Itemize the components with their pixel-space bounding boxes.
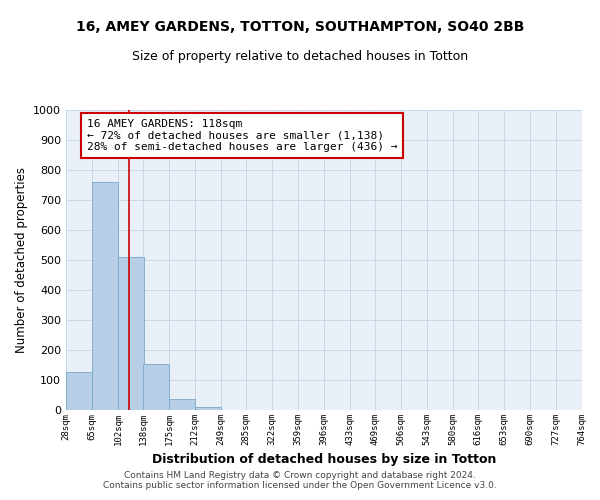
Bar [66,372,92,410]
Bar [92,182,118,410]
Bar [195,407,221,410]
Bar [143,364,169,410]
Text: 16 AMEY GARDENS: 118sqm
← 72% of detached houses are smaller (1,138)
28% of semi: 16 AMEY GARDENS: 118sqm ← 72% of detache… [86,119,397,152]
Text: Contains HM Land Registry data © Crown copyright and database right 2024.
Contai: Contains HM Land Registry data © Crown c… [103,470,497,490]
Bar [169,399,195,410]
Bar [118,257,144,410]
Text: Size of property relative to detached houses in Totton: Size of property relative to detached ho… [132,50,468,63]
X-axis label: Distribution of detached houses by size in Totton: Distribution of detached houses by size … [152,454,496,466]
Y-axis label: Number of detached properties: Number of detached properties [14,167,28,353]
Text: 16, AMEY GARDENS, TOTTON, SOUTHAMPTON, SO40 2BB: 16, AMEY GARDENS, TOTTON, SOUTHAMPTON, S… [76,20,524,34]
